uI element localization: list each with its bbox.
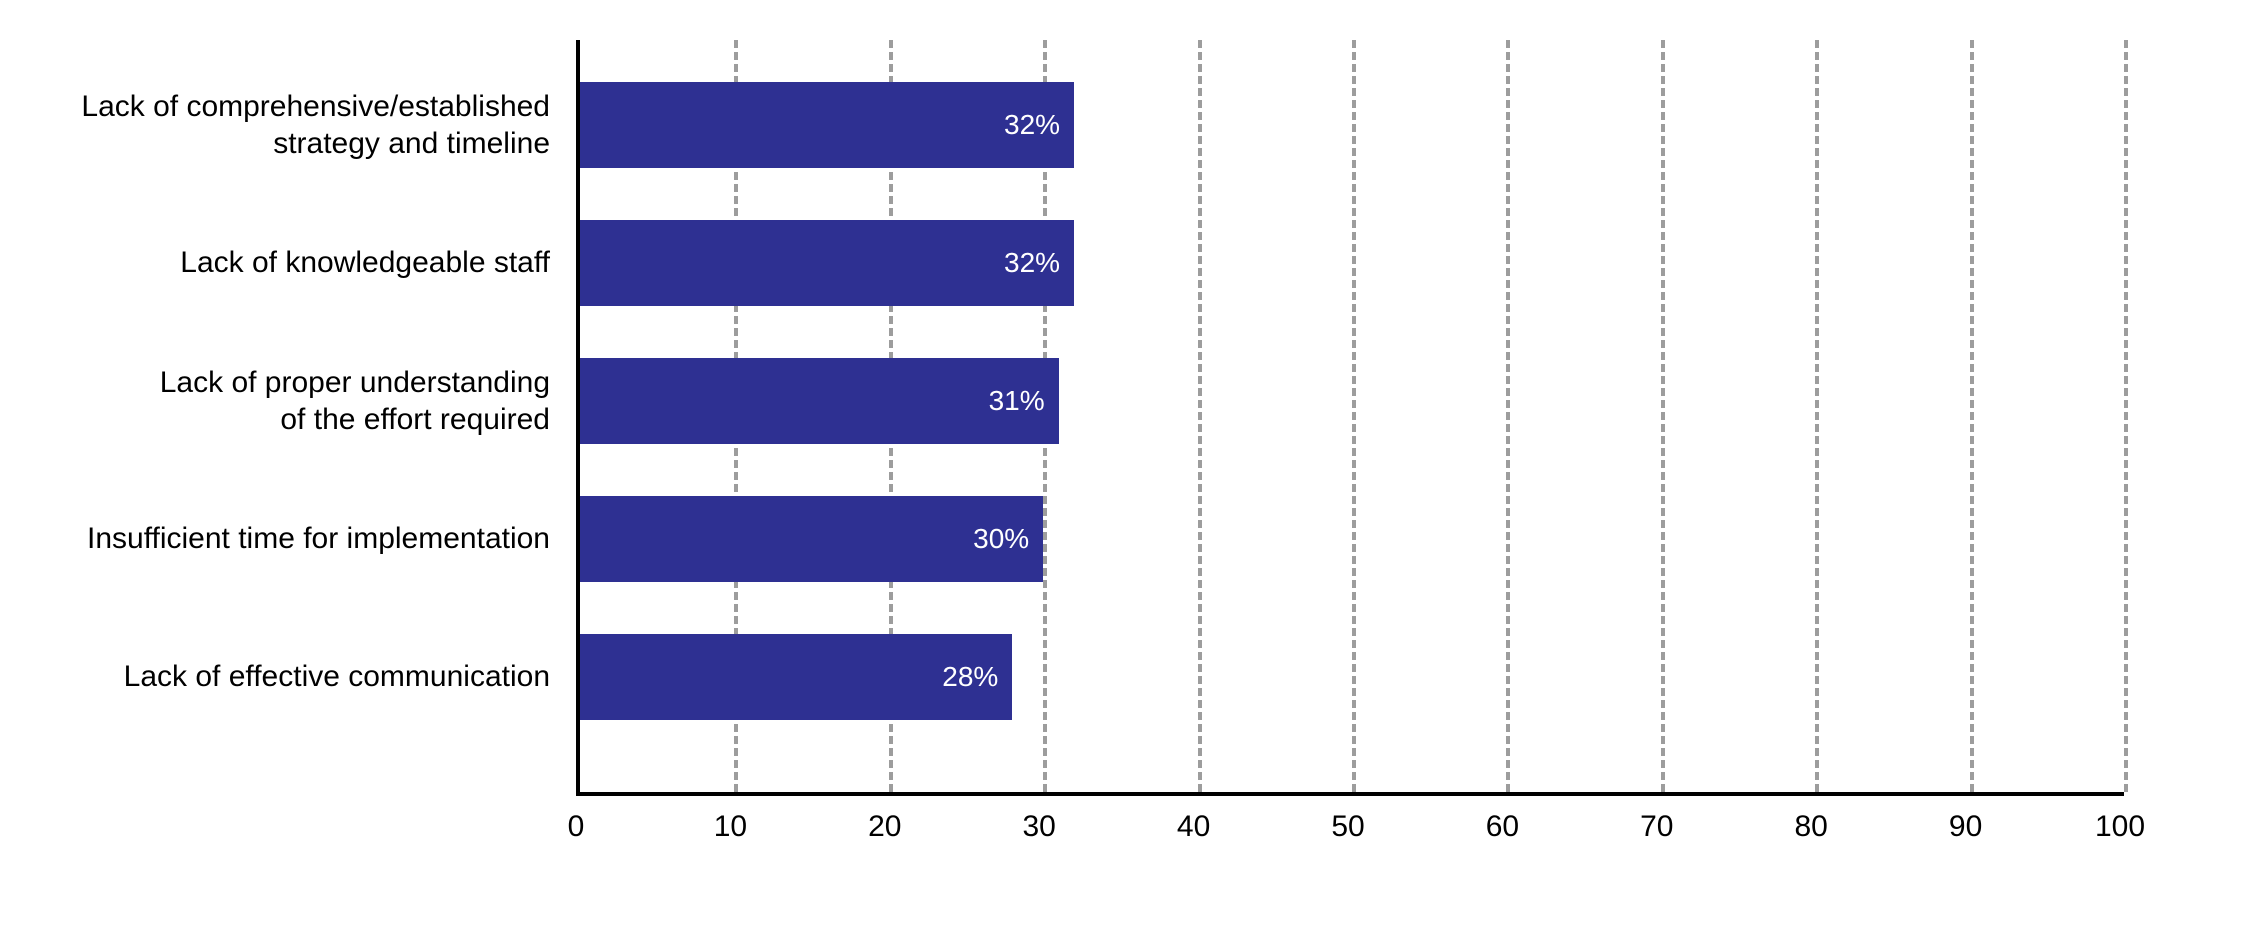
category-label: Lack of knowledgeable staff [30, 244, 550, 282]
bar-value-label: 28% [942, 661, 998, 693]
grid-line [1661, 40, 1665, 792]
category-label: Lack of proper understanding of the effo… [30, 364, 550, 439]
x-tick-label: 10 [714, 810, 747, 844]
bar-value-label: 31% [989, 385, 1045, 417]
bar: 32% [580, 82, 1074, 168]
bar-value-label: 30% [973, 523, 1029, 555]
grid-line [1506, 40, 1510, 792]
x-tick-label: 30 [1023, 810, 1056, 844]
grid-line [2124, 40, 2128, 792]
x-tick-label: 0 [568, 810, 585, 844]
bar: 31% [580, 358, 1059, 444]
grid-line [1352, 40, 1356, 792]
bar: 30% [580, 496, 1043, 582]
bar: 32% [580, 220, 1074, 306]
grid-line [1815, 40, 1819, 792]
x-tick-label: 20 [868, 810, 901, 844]
x-tick-label: 70 [1640, 810, 1673, 844]
category-label: Insufficient time for implementation [30, 520, 550, 558]
x-tick-label: 90 [1949, 810, 1982, 844]
x-tick-label: 100 [2095, 810, 2145, 844]
x-tick-label: 50 [1331, 810, 1364, 844]
x-tick-label: 40 [1177, 810, 1210, 844]
x-tick-label: 60 [1486, 810, 1519, 844]
grid-line [1970, 40, 1974, 792]
category-label: Lack of comprehensive/established strate… [30, 88, 550, 163]
bar-chart: 32% 32% 31% 30% 28% 0 10 20 30 40 50 60 70 80 90 100 La… [0, 0, 2250, 937]
bar-value-label: 32% [1004, 247, 1060, 279]
x-tick-label: 80 [1795, 810, 1828, 844]
bar-value-label: 32% [1004, 109, 1060, 141]
plot-area: 32% 32% 31% 30% 28% [576, 40, 2124, 796]
bar: 28% [580, 634, 1012, 720]
category-label: Lack of effective communication [30, 658, 550, 696]
grid-line [1198, 40, 1202, 792]
